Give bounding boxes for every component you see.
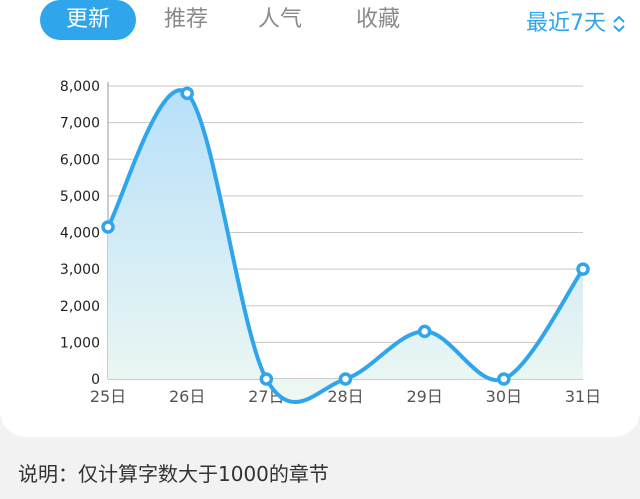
data-point[interactable]	[101, 220, 115, 234]
footnote: 说明：仅计算字数大于1000的章节	[18, 462, 329, 486]
data-point[interactable]	[180, 86, 194, 101]
y-tick-label: 2,000	[60, 299, 100, 315]
y-tick-label: 8,000	[60, 79, 100, 95]
chart-card: 更新 推荐 人气 收藏 最近7天	[0, 0, 640, 437]
tab-favorites[interactable]: 收藏	[355, 7, 400, 32]
y-tick-label: 4,000	[60, 226, 100, 242]
y-tick-label: 5,000	[60, 189, 100, 205]
data-point[interactable]	[338, 372, 353, 386]
y-tick-label: 3,000	[60, 262, 100, 278]
y-tick-label: 1,000	[60, 335, 100, 351]
tab-bar: 更新 推荐 人气 收藏 最近7天	[0, 0, 640, 40]
tab-update[interactable]: 更新	[40, 0, 136, 40]
data-point[interactable]	[497, 372, 511, 386]
tab-recommend[interactable]: 推荐	[163, 7, 208, 32]
data-point[interactable]	[576, 262, 590, 276]
x-tick-label: 26日	[169, 387, 205, 406]
x-tick-label: 28日	[327, 387, 363, 406]
data-point[interactable]	[259, 372, 274, 386]
y-tick-label: 7,000	[60, 116, 100, 132]
x-tick-label: 29日	[406, 387, 442, 406]
range-select-label: 最近7天	[526, 11, 606, 36]
y-tick-label: 0	[91, 372, 100, 388]
range-select[interactable]: 最近7天	[526, 2, 626, 46]
tab-popularity[interactable]: 人气	[257, 7, 302, 32]
x-tick-label: 31日	[565, 387, 601, 406]
y-tick-label: 6,000	[60, 152, 100, 168]
line-area-chart: 0 1,000 2,000 3,000 4,000 5,000 6,000 7,000 8,00…	[60, 79, 601, 406]
chevron-up-down-icon	[612, 14, 626, 34]
x-tick-label: 30日	[486, 387, 522, 406]
chart: 0 1,000 2,000 3,000 4,000 5,000 6,000 7,000 8,00…	[0, 60, 640, 420]
data-point[interactable]	[417, 324, 432, 339]
x-tick-label: 25日	[90, 387, 126, 406]
series-area	[108, 90, 583, 403]
